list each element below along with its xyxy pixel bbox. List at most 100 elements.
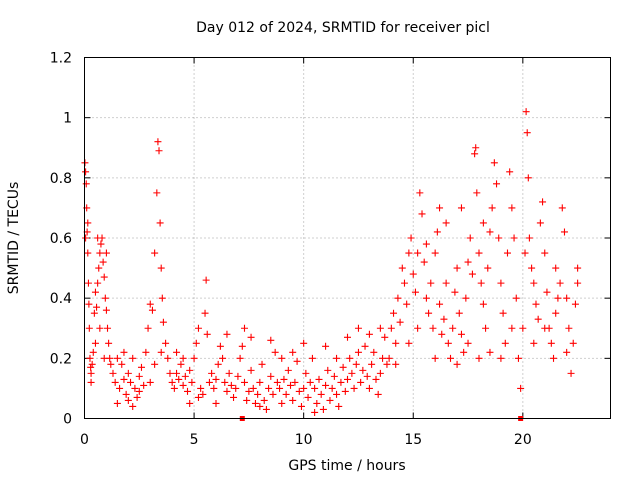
- data-point: [409, 270, 417, 278]
- data-point: [243, 396, 251, 404]
- data-point: [486, 228, 494, 236]
- data-point: [175, 375, 183, 383]
- data-point: [173, 369, 181, 377]
- data-point: [131, 384, 139, 392]
- data-point: [311, 384, 319, 392]
- data-point: [146, 300, 154, 308]
- data-point: [354, 324, 362, 332]
- data-point: [223, 387, 231, 395]
- data-point: [194, 393, 202, 401]
- data-point: [556, 279, 564, 287]
- data-point: [536, 219, 544, 227]
- data-point: [558, 204, 566, 212]
- data-point: [464, 339, 472, 347]
- data-point: [308, 354, 316, 362]
- data-point: [105, 339, 113, 347]
- data-point: [333, 354, 341, 362]
- data-point: [129, 354, 137, 362]
- data-point: [284, 366, 292, 374]
- data-point: [414, 249, 422, 257]
- y-tick-label: 0.6: [50, 231, 72, 247]
- data-point: [322, 381, 330, 389]
- data-point: [339, 363, 347, 371]
- data-point: [560, 228, 568, 236]
- plot-frame: [84, 57, 611, 419]
- data-point: [431, 249, 439, 257]
- data-point: [440, 315, 448, 323]
- data-point: [254, 390, 262, 398]
- data-point: [276, 384, 284, 392]
- data-point: [122, 390, 130, 398]
- data-point: [97, 240, 105, 248]
- data-point: [82, 234, 90, 242]
- data-point: [87, 378, 95, 386]
- data-point: [273, 378, 281, 386]
- tick-labels: 0 5 10 15 20 0 0.2 0.4 0.6 0.8 1 1.2: [50, 51, 532, 449]
- data-point: [530, 339, 538, 347]
- data-point: [337, 378, 345, 386]
- data-point: [168, 378, 176, 386]
- data-point: [219, 354, 227, 362]
- data-point: [113, 354, 121, 362]
- data-point: [330, 372, 338, 380]
- data-point: [361, 342, 369, 350]
- data-point: [438, 330, 446, 338]
- data-point: [328, 384, 336, 392]
- data-point: [471, 150, 479, 158]
- data-point: [315, 375, 323, 383]
- data-point: [493, 180, 501, 188]
- data-point: [162, 339, 170, 347]
- data-point: [186, 366, 194, 374]
- data-point: [442, 219, 450, 227]
- data-point: [322, 342, 330, 350]
- y-tick-label: 1: [63, 111, 72, 127]
- data-point: [387, 324, 395, 332]
- data-point: [258, 360, 266, 368]
- data-point: [249, 384, 257, 392]
- data-point: [295, 387, 303, 395]
- data-point: [348, 369, 356, 377]
- data-point: [335, 402, 343, 410]
- data-point: [297, 402, 305, 410]
- data-point: [287, 381, 295, 389]
- data-point: [407, 234, 415, 242]
- data-point: [519, 324, 527, 332]
- data-point: [210, 384, 218, 392]
- data-point: [223, 330, 231, 338]
- data-point: [554, 294, 562, 302]
- data-point: [227, 381, 235, 389]
- y-tick-label: 1.2: [50, 51, 72, 67]
- data-point: [490, 159, 498, 167]
- data-point: [372, 375, 380, 383]
- data-point: [365, 330, 373, 338]
- data-point: [475, 249, 483, 257]
- data-point: [202, 276, 210, 284]
- data-point: [95, 264, 103, 272]
- data-point: [148, 306, 156, 314]
- data-point: [300, 384, 308, 392]
- data-point: [482, 324, 490, 332]
- data-point: [503, 249, 511, 257]
- data-point: [271, 348, 279, 356]
- data-point: [433, 228, 441, 236]
- data-point: [497, 279, 505, 287]
- data-point: [394, 294, 402, 302]
- data-point: [547, 339, 555, 347]
- data-point: [197, 384, 205, 392]
- data-point: [113, 399, 121, 407]
- data-point: [563, 294, 571, 302]
- data-point: [488, 204, 496, 212]
- data-point: [216, 342, 224, 350]
- data-point: [85, 300, 93, 308]
- data-point: [137, 363, 145, 371]
- data-point: [495, 234, 503, 242]
- data-point: [532, 300, 540, 308]
- data-point: [184, 387, 192, 395]
- data-point: [508, 324, 516, 332]
- data-point: [225, 369, 233, 377]
- x-tick-label: 0: [80, 432, 89, 448]
- data-point: [247, 333, 255, 341]
- data-point: [506, 168, 514, 176]
- data-point: [124, 369, 132, 377]
